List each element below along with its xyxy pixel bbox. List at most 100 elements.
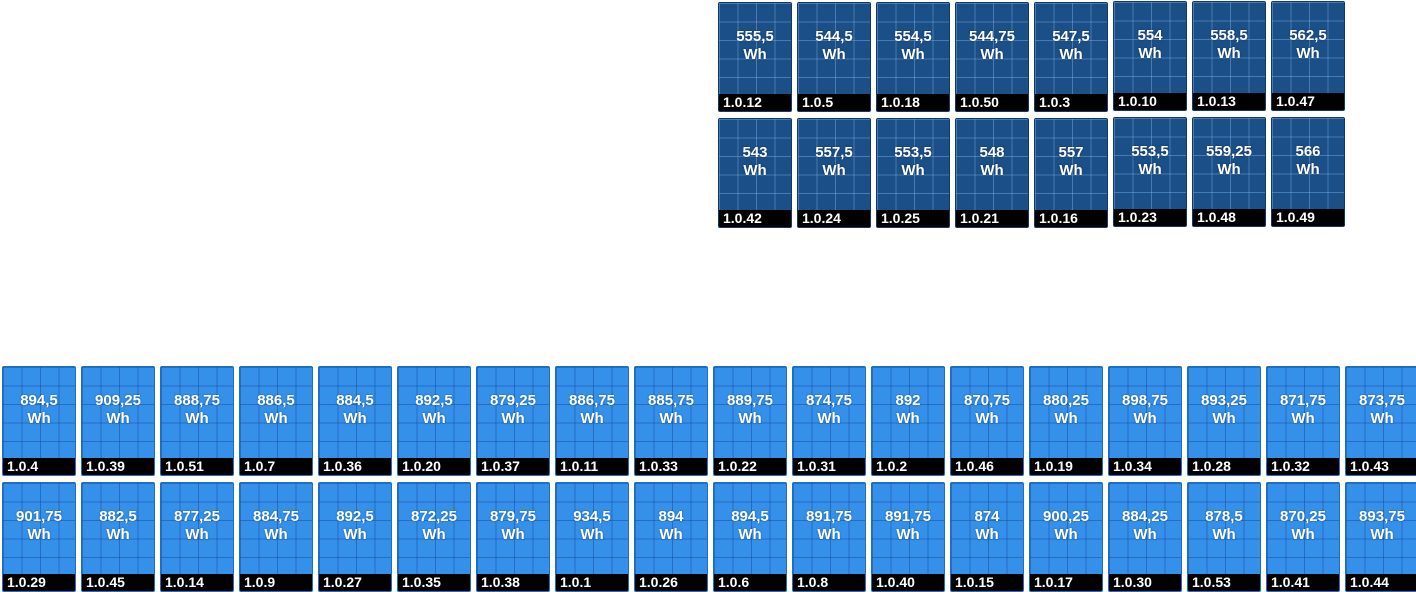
panel-address-label: 1.0.19 [1030, 458, 1102, 475]
panel-energy-reading: 884,5 Wh [319, 392, 391, 428]
energy-value: 884,75 [253, 508, 299, 525]
panel-address-label: 1.0.7 [240, 458, 312, 475]
panel-cell-grid [1272, 118, 1344, 209]
solar-panel[interactable]: 871,75 Wh 1.0.32 [1266, 366, 1340, 476]
panel-energy-reading: 548 Wh [956, 144, 1028, 180]
energy-unit: Wh [817, 410, 841, 427]
energy-unit: Wh [659, 526, 683, 543]
energy-value: 880,25 [1043, 392, 1089, 409]
solar-panel[interactable]: 548 Wh 1.0.21 [955, 118, 1029, 228]
panel-cell-grid [951, 483, 1023, 574]
solar-panel[interactable]: 885,75 Wh 1.0.33 [634, 366, 708, 476]
solar-panel[interactable]: 870,25 Wh 1.0.41 [1266, 482, 1340, 592]
solar-panel[interactable]: 557,5 Wh 1.0.24 [797, 118, 871, 228]
panel-address-label: 1.0.6 [714, 574, 786, 591]
solar-panel[interactable]: 870,75 Wh 1.0.46 [950, 366, 1024, 476]
solar-panel[interactable]: 891,75 Wh 1.0.40 [871, 482, 945, 592]
panel-address-label: 1.0.39 [82, 458, 154, 475]
panel-energy-reading: 566 Wh [1272, 143, 1344, 179]
solar-panel[interactable]: 891,75 Wh 1.0.8 [792, 482, 866, 592]
panel-cell-grid [477, 367, 549, 458]
energy-unit: Wh [185, 410, 209, 427]
energy-value: 878,5 [1205, 508, 1243, 525]
solar-panel[interactable]: 893,25 Wh 1.0.28 [1187, 366, 1261, 476]
solar-panel[interactable]: 554 Wh 1.0.10 [1113, 1, 1187, 111]
solar-panel[interactable]: 884,75 Wh 1.0.9 [239, 482, 313, 592]
energy-unit: Wh [822, 162, 846, 179]
energy-unit: Wh [743, 46, 767, 63]
panel-address-label: 1.0.44 [1346, 574, 1416, 591]
panel-energy-reading: 894,5 Wh [714, 508, 786, 544]
solar-panel[interactable]: 566 Wh 1.0.49 [1271, 117, 1345, 227]
energy-value: 879,25 [490, 392, 536, 409]
energy-value: 882,5 [99, 508, 137, 525]
energy-value: 559,25 [1206, 143, 1252, 160]
solar-panel[interactable]: 874,75 Wh 1.0.31 [792, 366, 866, 476]
panel-cell-grid [319, 483, 391, 574]
solar-panel[interactable]: 888,75 Wh 1.0.51 [160, 366, 234, 476]
panel-energy-reading: 891,75 Wh [793, 508, 865, 544]
panel-cell-grid [556, 483, 628, 574]
solar-panel[interactable]: 879,75 Wh 1.0.38 [476, 482, 550, 592]
panel-energy-reading: 873,75 Wh [1346, 392, 1416, 428]
panel-cell-grid [1035, 3, 1107, 94]
solar-panel[interactable]: 544,5 Wh 1.0.5 [797, 2, 871, 112]
solar-panel[interactable]: 886,5 Wh 1.0.7 [239, 366, 313, 476]
solar-panel[interactable]: 547,5 Wh 1.0.3 [1034, 2, 1108, 112]
energy-unit: Wh [1370, 410, 1394, 427]
solar-panel[interactable]: 892,5 Wh 1.0.20 [397, 366, 471, 476]
panel-address-label: 1.0.32 [1267, 458, 1339, 475]
solar-panel[interactable]: 878,5 Wh 1.0.53 [1187, 482, 1261, 592]
solar-panel[interactable]: 892 Wh 1.0.2 [871, 366, 945, 476]
energy-unit: Wh [659, 410, 683, 427]
solar-panel[interactable]: 879,25 Wh 1.0.37 [476, 366, 550, 476]
panel-energy-reading: 871,75 Wh [1267, 392, 1339, 428]
energy-unit: Wh [27, 410, 51, 427]
energy-value: 874,75 [806, 392, 852, 409]
solar-panel[interactable]: 880,25 Wh 1.0.19 [1029, 366, 1103, 476]
energy-value: 892,5 [415, 392, 453, 409]
solar-panel[interactable]: 558,5 Wh 1.0.13 [1192, 1, 1266, 111]
solar-panel[interactable]: 543 Wh 1.0.42 [718, 118, 792, 228]
solar-panel[interactable]: 901,75 Wh 1.0.29 [2, 482, 76, 592]
solar-panel[interactable]: 874 Wh 1.0.15 [950, 482, 1024, 592]
solar-panel[interactable]: 934,5 Wh 1.0.1 [555, 482, 629, 592]
panel-address-label: 1.0.27 [319, 574, 391, 591]
energy-unit: Wh [1212, 526, 1236, 543]
panel-address-label: 1.0.40 [872, 574, 944, 591]
solar-panel[interactable]: 877,25 Wh 1.0.14 [160, 482, 234, 592]
solar-panel[interactable]: 557 Wh 1.0.16 [1034, 118, 1108, 228]
solar-panel[interactable]: 544,75 Wh 1.0.50 [955, 2, 1029, 112]
solar-panel[interactable]: 553,5 Wh 1.0.25 [876, 118, 950, 228]
solar-panel[interactable]: 894,5 Wh 1.0.6 [713, 482, 787, 592]
solar-panel[interactable]: 889,75 Wh 1.0.22 [713, 366, 787, 476]
solar-panel[interactable]: 872,25 Wh 1.0.35 [397, 482, 471, 592]
solar-panel[interactable]: 873,75 Wh 1.0.43 [1345, 366, 1416, 476]
solar-panel[interactable]: 884,25 Wh 1.0.30 [1108, 482, 1182, 592]
solar-panel[interactable]: 893,75 Wh 1.0.44 [1345, 482, 1416, 592]
solar-panel[interactable]: 884,5 Wh 1.0.36 [318, 366, 392, 476]
panel-address-label: 1.0.50 [956, 94, 1028, 111]
solar-panel[interactable]: 555,5 Wh 1.0.12 [718, 2, 792, 112]
solar-panel[interactable]: 553,5 Wh 1.0.23 [1113, 117, 1187, 227]
energy-value: 553,5 [1131, 143, 1169, 160]
solar-panel[interactable]: 882,5 Wh 1.0.45 [81, 482, 155, 592]
solar-panel[interactable]: 559,25 Wh 1.0.48 [1192, 117, 1266, 227]
solar-panel[interactable]: 909,25 Wh 1.0.39 [81, 366, 155, 476]
panel-energy-reading: 870,75 Wh [951, 392, 1023, 428]
energy-unit: Wh [580, 526, 604, 543]
solar-panel[interactable]: 886,75 Wh 1.0.11 [555, 366, 629, 476]
solar-panel[interactable]: 562,5 Wh 1.0.47 [1271, 1, 1345, 111]
panel-address-label: 1.0.18 [877, 94, 949, 111]
panel-cell-grid [714, 483, 786, 574]
energy-value: 553,5 [894, 144, 932, 161]
solar-panel[interactable]: 900,25 Wh 1.0.17 [1029, 482, 1103, 592]
panel-energy-reading: 892 Wh [872, 392, 944, 428]
solar-panel[interactable]: 892,5 Wh 1.0.27 [318, 482, 392, 592]
panel-cell-grid [161, 483, 233, 574]
solar-panel[interactable]: 898,75 Wh 1.0.34 [1108, 366, 1182, 476]
solar-panel[interactable]: 894 Wh 1.0.26 [634, 482, 708, 592]
panel-cell-grid [477, 483, 549, 574]
solar-panel[interactable]: 554,5 Wh 1.0.18 [876, 2, 950, 112]
solar-panel[interactable]: 894,5 Wh 1.0.4 [2, 366, 76, 476]
